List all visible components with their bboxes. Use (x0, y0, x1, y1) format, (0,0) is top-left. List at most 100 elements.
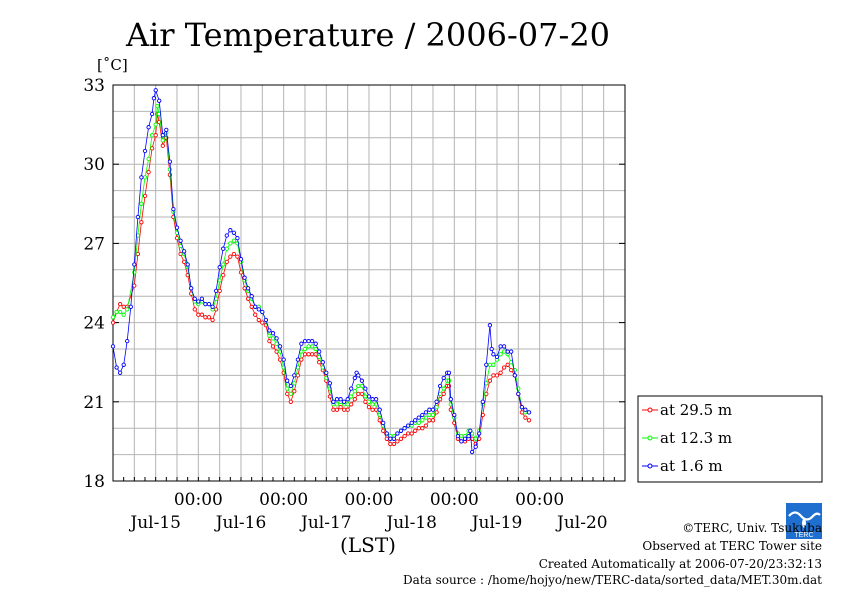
legend-marker (647, 463, 653, 469)
data-point (292, 381, 297, 386)
data-point (494, 373, 500, 378)
data-point (491, 362, 496, 367)
data-point (238, 257, 244, 262)
data-point (526, 410, 532, 415)
data-point (356, 391, 361, 397)
data-point (185, 262, 190, 267)
y-tick-label: 24 (83, 314, 105, 334)
terc-logo-icon: TERC (786, 503, 822, 539)
data-point (526, 418, 532, 423)
data-point (395, 439, 400, 444)
data-point (398, 428, 404, 433)
data-point (160, 138, 165, 143)
data-point (381, 420, 386, 426)
x-time-label: 00:00 (345, 490, 394, 510)
data-point (288, 391, 293, 397)
series-1 (110, 103, 532, 441)
data-point (302, 346, 308, 352)
legend-label: at 1.6 m (660, 457, 723, 475)
data-point (260, 320, 265, 325)
data-point (388, 436, 393, 441)
data-point (309, 338, 315, 344)
x-date-label: Jul-17 (299, 513, 352, 533)
data-point (224, 233, 229, 238)
data-point (192, 296, 197, 301)
data-point (423, 415, 429, 420)
data-point (302, 338, 308, 344)
data-point (388, 441, 393, 447)
series-0 (110, 111, 532, 447)
data-point (117, 301, 123, 307)
data-point (338, 397, 343, 402)
data-point (146, 125, 151, 130)
data-point (253, 312, 258, 317)
data-point (288, 383, 293, 389)
data-point (153, 88, 158, 93)
data-point (341, 407, 347, 412)
footer-created: Created Automatically at 2006-07-20/23:3… (538, 557, 822, 571)
data-point (505, 349, 510, 354)
data-point (178, 251, 183, 257)
x-time-label: 00:00 (515, 490, 564, 510)
data-point (509, 367, 514, 373)
chart-title: Air Temperature / 2006-07-20 (125, 16, 610, 54)
x-axis-label: (LST) (340, 533, 396, 557)
data-point (423, 423, 429, 428)
data-point (338, 404, 343, 410)
data-point (114, 309, 119, 315)
data-point (331, 399, 336, 404)
data-point (494, 354, 500, 360)
data-point (171, 206, 176, 212)
data-point (391, 441, 397, 447)
data-point (341, 399, 347, 404)
data-point (306, 352, 311, 357)
data-point (480, 399, 485, 404)
data-point (142, 148, 148, 154)
data-point (142, 193, 148, 199)
data-point (427, 418, 432, 423)
data-point (160, 143, 165, 148)
data-point (352, 375, 357, 381)
data-point (512, 373, 517, 378)
data-point (121, 312, 126, 317)
x-time-label: 00:00 (259, 490, 308, 510)
series-group (110, 88, 532, 455)
data-point (160, 133, 165, 138)
data-point (327, 381, 333, 386)
data-point (356, 383, 361, 389)
data-point (484, 362, 489, 367)
data-point (359, 391, 365, 397)
data-point (366, 394, 372, 399)
y-axis: 18 21 24 27 30 33 (83, 76, 625, 492)
data-point (402, 433, 407, 439)
data-point (285, 386, 290, 391)
data-point (345, 397, 350, 402)
footer-site: Observed at TERC Tower site (642, 539, 822, 553)
data-point (110, 344, 116, 349)
data-point (260, 309, 265, 315)
data-point (405, 423, 411, 428)
data-point (501, 349, 507, 354)
data-point (110, 320, 116, 325)
data-point (370, 397, 375, 402)
data-point (155, 103, 160, 109)
data-point (370, 402, 375, 407)
data-point (356, 373, 361, 378)
data-point (420, 412, 425, 418)
data-point (437, 383, 443, 389)
data-point (363, 399, 368, 404)
data-point (473, 444, 478, 449)
data-point (324, 370, 329, 375)
data-point (221, 246, 226, 251)
data-point (285, 378, 290, 383)
data-point (313, 346, 318, 352)
data-point (270, 331, 276, 336)
series-line (112, 106, 529, 440)
data-point (274, 336, 279, 341)
data-point (345, 402, 350, 407)
data-point (199, 312, 205, 317)
data-point (313, 352, 318, 357)
data-point (423, 410, 429, 415)
data-point (167, 167, 173, 172)
